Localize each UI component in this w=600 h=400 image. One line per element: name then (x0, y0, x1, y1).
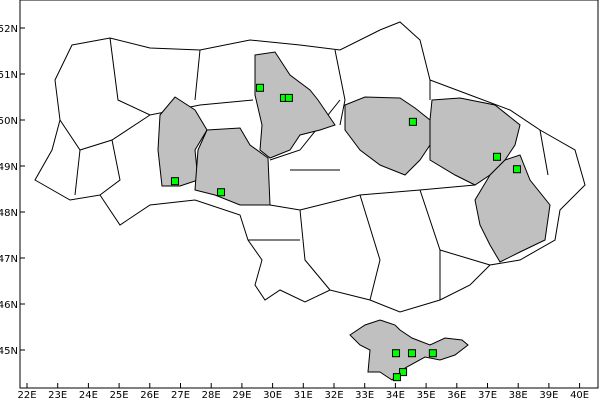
region-boundary (74, 149, 81, 196)
region-boundary (194, 49, 201, 101)
y-tick-label: 45N (0, 346, 18, 357)
station-marker[interactable] (407, 349, 416, 358)
x-tick-label: 36E (447, 390, 466, 400)
ukraine-outline (34, 21, 586, 313)
region-boundary (419, 189, 441, 300)
markers (170, 83, 521, 382)
x-tick-label: 29E (232, 390, 251, 400)
station-marker[interactable] (256, 83, 265, 92)
x-tick-label: 39E (539, 390, 558, 400)
x-tick-label: 33E (355, 390, 374, 400)
x-tick-label: 27E (171, 390, 190, 400)
x-tick-label: 38E (509, 390, 528, 400)
y-tick-label: 48N (0, 208, 18, 219)
x-tick-label: 37E (478, 390, 497, 400)
x-tick-label: 30E (263, 390, 282, 400)
region-boundary (269, 184, 476, 211)
region-boundary (299, 209, 331, 291)
region-boundary (359, 194, 381, 301)
region-poltava (344, 96, 431, 176)
y-tick-label: 50N (0, 116, 18, 127)
region-boundary (334, 49, 346, 126)
x-tick-label: 35E (417, 390, 436, 400)
station-marker[interactable] (399, 368, 408, 377)
region-boundary (59, 114, 151, 151)
y-tick-label: 47N (0, 254, 18, 265)
map-frame (19, 0, 599, 389)
station-marker[interactable] (512, 165, 521, 174)
station-marker[interactable] (392, 373, 401, 382)
station-marker[interactable] (170, 177, 179, 186)
region-boundary (539, 129, 549, 176)
station-marker[interactable] (284, 93, 293, 102)
region-zhytomyr (254, 51, 336, 159)
x-tick-label: 23E (48, 390, 67, 400)
x-tick-label: 25E (110, 390, 129, 400)
region-boundary (99, 139, 121, 196)
highlighted-regions (157, 51, 551, 381)
station-marker[interactable] (428, 349, 437, 358)
x-tick-label: 26E (140, 390, 159, 400)
station-marker[interactable] (493, 152, 502, 161)
y-tick-label: 46N (0, 300, 18, 311)
station-marker[interactable] (217, 188, 226, 197)
x-tick-label: 22E (17, 390, 36, 400)
station-marker[interactable] (392, 349, 401, 358)
x-tick-label: 28E (202, 390, 221, 400)
y-tick-label: 51N (0, 70, 18, 81)
station-marker[interactable] (408, 117, 417, 126)
region-vinnytsia (194, 127, 271, 206)
x-tick-label: 32E (324, 390, 343, 400)
region-donetsk (474, 154, 551, 263)
x-tick-label: 40E (570, 390, 589, 400)
region-boundary (439, 249, 491, 266)
y-tick-label: 49N (0, 162, 18, 173)
x-tick-label: 34E (386, 390, 405, 400)
oblast-boundaries (34, 21, 586, 313)
y-tick-label: 52N (0, 24, 18, 35)
x-tick-label: 24E (79, 390, 98, 400)
x-tick-label: 31E (294, 390, 313, 400)
